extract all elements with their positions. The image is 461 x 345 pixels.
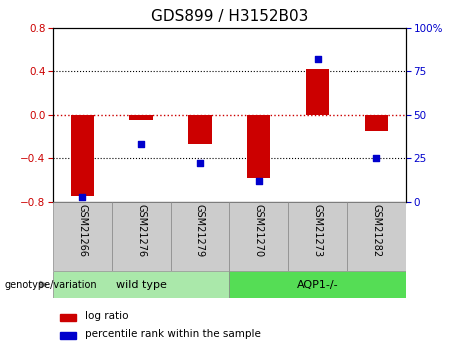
Bar [347,202,406,271]
Text: GSM21266: GSM21266 [77,204,88,257]
Bar [230,202,288,271]
Bar [188,115,212,144]
Text: percentile rank within the sample: percentile rank within the sample [85,329,260,339]
Bar [112,202,171,271]
Text: GSM21279: GSM21279 [195,204,205,257]
Point [314,56,321,62]
Bar [247,115,271,178]
Bar [130,115,153,120]
Bar [230,271,406,298]
Title: GDS899 / H3152B03: GDS899 / H3152B03 [151,9,308,24]
Bar [71,115,94,196]
Point [255,178,262,184]
Text: GSM21273: GSM21273 [313,204,323,257]
Bar [306,69,329,115]
Text: GSM21276: GSM21276 [136,204,146,257]
Text: AQP1-/-: AQP1-/- [297,280,338,289]
Point [137,141,145,147]
Bar [171,202,229,271]
Point [79,194,86,199]
Point [372,156,380,161]
Bar [365,115,388,131]
Text: log ratio: log ratio [85,311,128,321]
Bar [53,202,112,271]
Bar [60,332,76,338]
Text: genotype/variation: genotype/variation [5,280,97,289]
Bar [60,314,76,321]
Bar [53,271,230,298]
Text: GSM21270: GSM21270 [254,204,264,257]
Bar [288,202,347,271]
Text: GSM21282: GSM21282 [371,204,381,257]
Point [196,161,204,166]
Text: wild type: wild type [116,280,166,289]
